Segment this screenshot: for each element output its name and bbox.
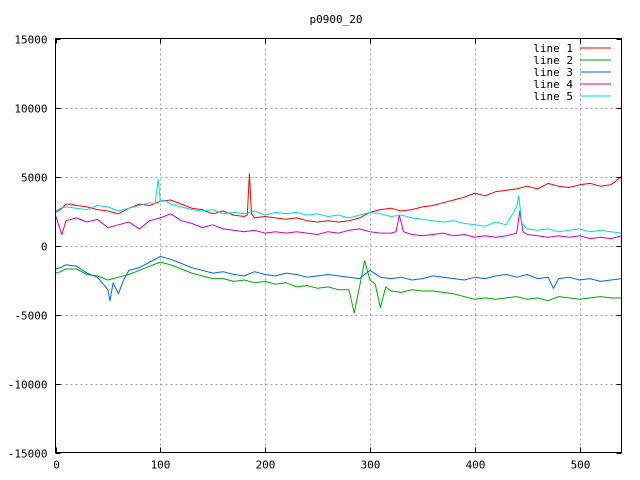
series-line-5 [55, 178, 622, 234]
y-tick-label: 0 [41, 241, 48, 254]
y-tick-label: -5000 [14, 310, 47, 323]
y-tick-label: -10000 [8, 379, 48, 392]
x-tick-label: 500 [571, 459, 591, 472]
series-line-3 [55, 256, 622, 302]
grid [55, 38, 622, 453]
series-line-2 [55, 260, 622, 314]
series-lines [55, 173, 622, 314]
x-tick-label: 400 [466, 459, 486, 472]
y-tick-label: 15000 [14, 34, 47, 47]
chart-title: p0900_20 [310, 13, 363, 26]
y-tick-label: -15000 [8, 448, 48, 461]
x-tick-label: 0 [53, 459, 60, 472]
legend-label: line 4 [533, 78, 573, 91]
x-tick-label: 100 [151, 459, 171, 472]
legend-label: line 3 [533, 66, 573, 79]
legend-label: line 2 [533, 54, 573, 67]
x-tick-label: 200 [256, 459, 276, 472]
axis-ticks: 0 100 200 300 400 500 -15000 -10000 -5000 0 5000 10… [8, 34, 622, 472]
series-line-1 [55, 173, 622, 223]
x-tick-label: 300 [361, 459, 381, 472]
series-line-4 [55, 210, 622, 240]
legend-label: line 1 [533, 42, 573, 55]
y-tick-label: 5000 [21, 172, 48, 185]
plot-frame [55, 38, 622, 453]
legend-label: line 5 [533, 90, 573, 103]
y-tick-label: 10000 [14, 103, 47, 116]
